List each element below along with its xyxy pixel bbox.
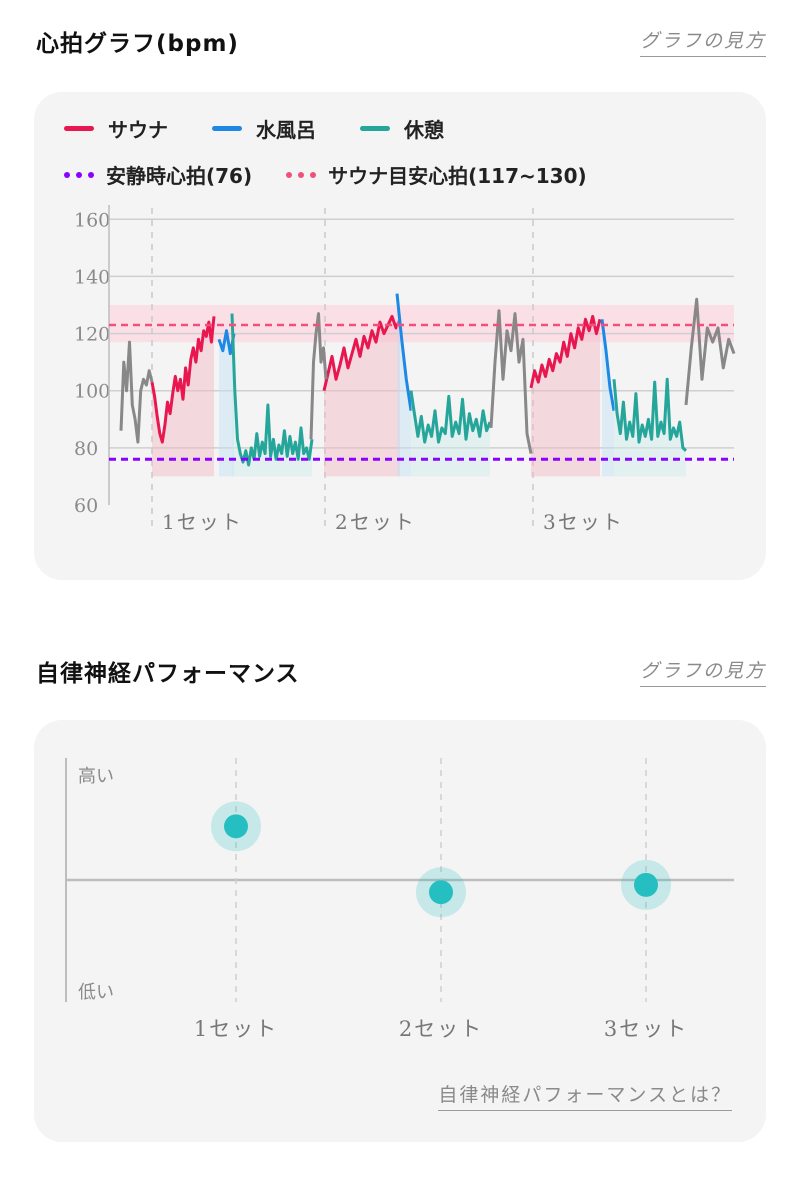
legend-target: サウナ目安心拍(117~130) bbox=[286, 160, 587, 189]
legend-cold-bath: 水風呂 bbox=[212, 114, 316, 143]
legend-target-label: サウナ目安心拍(117~130) bbox=[328, 164, 587, 188]
resting-dots bbox=[64, 171, 94, 178]
legend-rest: 休憩 bbox=[360, 114, 444, 143]
heart-rate-card: サウナ 水風呂 休憩 安静時心拍(76) サウナ目安心拍(117~130) 60… bbox=[34, 92, 766, 580]
series-area bbox=[152, 316, 214, 477]
series-line bbox=[600, 319, 616, 411]
ans-set-label: 1セット bbox=[194, 1017, 278, 1041]
series-line bbox=[395, 293, 413, 411]
set-label: 1セット bbox=[162, 510, 243, 534]
ans-set-label: 3セット bbox=[604, 1017, 688, 1041]
legend-sauna: サウナ bbox=[64, 114, 168, 143]
series-line bbox=[322, 314, 402, 392]
cold-bath-swatch bbox=[212, 126, 242, 131]
set-label: 2セット bbox=[335, 510, 416, 534]
series-line bbox=[612, 377, 688, 452]
heart-howto-link[interactable]: グラフの見方 bbox=[639, 26, 766, 57]
ans-point bbox=[634, 872, 658, 897]
series-line bbox=[529, 314, 602, 389]
heart-rate-chart: 60 80 100 120 140 160 1セット 2セット 3セット bbox=[74, 205, 736, 534]
legend-rest-label: 休憩 bbox=[404, 118, 444, 142]
autonomic-title: 自律神経パフォーマンス bbox=[36, 661, 300, 687]
ans-set-label: 2セット bbox=[399, 1017, 483, 1041]
legend-row-1: サウナ 水風呂 休憩 bbox=[64, 114, 480, 143]
series-line bbox=[230, 313, 314, 467]
autonomic-about-link[interactable]: 自律神経パフォーマンスとは？ bbox=[438, 1080, 732, 1111]
y-tick-label: 60 bbox=[74, 495, 98, 517]
series-line bbox=[409, 390, 492, 444]
legend-row-2: 安静時心拍(76) サウナ目安心拍(117~130) bbox=[64, 160, 623, 189]
series-area bbox=[602, 319, 614, 477]
series-line bbox=[217, 329, 236, 356]
y-tick-label: 140 bbox=[74, 266, 110, 288]
series-line bbox=[309, 312, 328, 440]
legend-cold-bath-label: 水風呂 bbox=[256, 118, 316, 142]
target-dots bbox=[286, 171, 317, 178]
y-tick-label: 160 bbox=[74, 209, 110, 231]
high-label: 高い bbox=[78, 766, 114, 787]
ans-point bbox=[224, 814, 248, 839]
y-tick-label: 120 bbox=[74, 324, 110, 346]
set-label: 3セット bbox=[543, 510, 624, 534]
low-label: 低い bbox=[78, 982, 114, 1003]
legend-resting-label: 安静時心拍(76) bbox=[106, 164, 253, 188]
legend-resting: 安静時心拍(76) bbox=[64, 160, 252, 189]
series-area bbox=[531, 316, 600, 477]
autonomic-card: 高い低い 1セット 2セット 3セット 自律神経パフォーマンスとは？ bbox=[34, 720, 766, 1142]
y-tick-label: 80 bbox=[74, 438, 98, 460]
series-line bbox=[684, 297, 736, 406]
legend-sauna-label: サウナ bbox=[108, 118, 168, 142]
series-line bbox=[119, 340, 154, 444]
ans-point bbox=[429, 880, 453, 905]
y-tick-label: 100 bbox=[74, 381, 110, 403]
sauna-swatch bbox=[64, 126, 94, 131]
autonomic-howto-link[interactable]: グラフの見方 bbox=[639, 656, 766, 687]
rest-swatch bbox=[360, 126, 390, 131]
series-line bbox=[150, 316, 216, 444]
heart-rate-title: 心拍グラフ(bpm) bbox=[36, 31, 239, 57]
series-area bbox=[219, 330, 234, 477]
series-line bbox=[489, 309, 533, 454]
